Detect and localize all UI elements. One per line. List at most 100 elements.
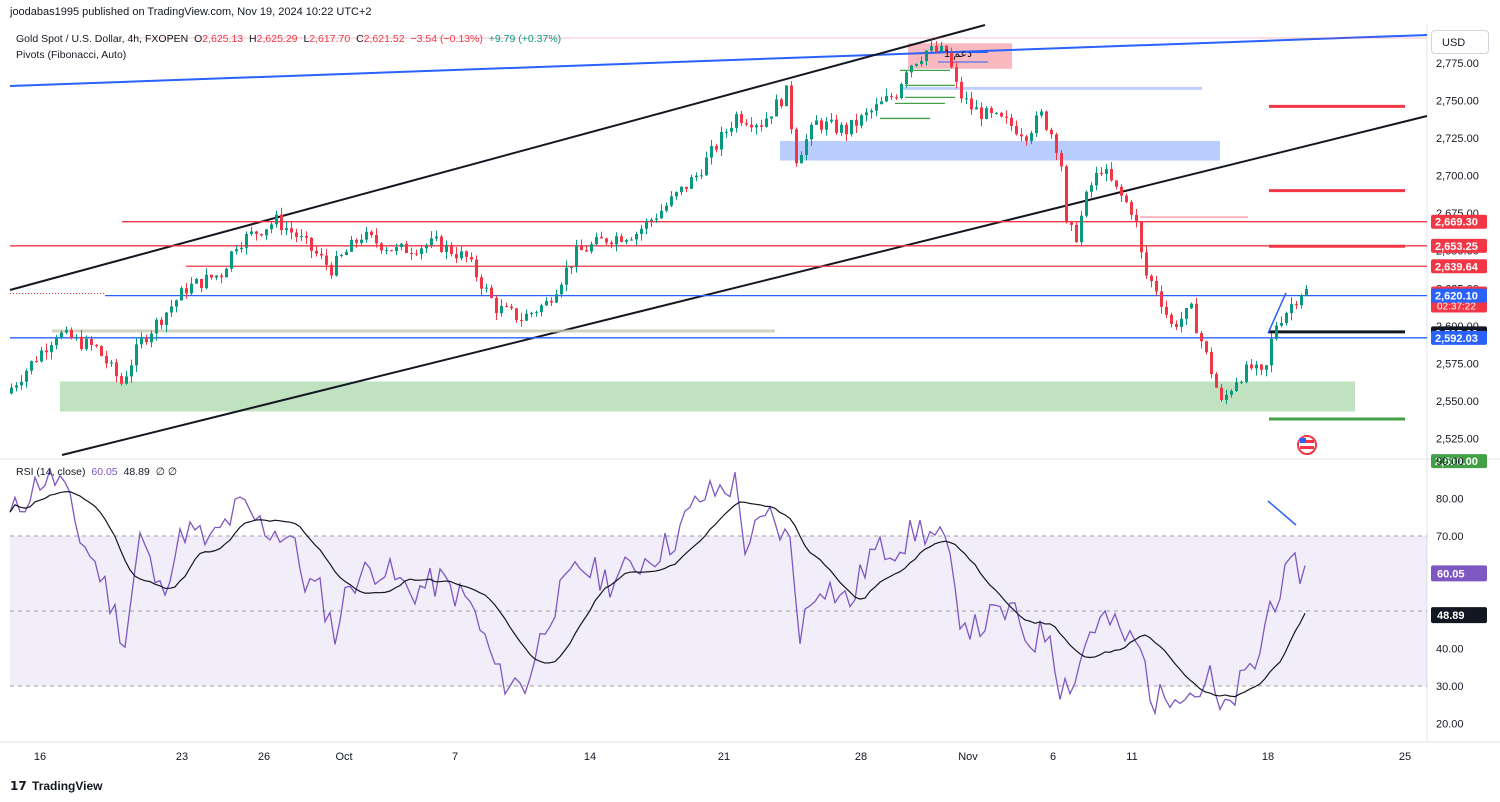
candle-body	[120, 376, 123, 384]
projection-line-rsi	[1267, 500, 1297, 526]
candle	[840, 122, 843, 136]
candle-body	[210, 274, 213, 278]
candle	[60, 330, 63, 340]
candle-body	[1160, 291, 1163, 307]
candle-body	[1095, 172, 1098, 186]
candle-body	[235, 249, 238, 252]
candle-body	[310, 237, 313, 251]
rsi-tick-label: 20.00	[1436, 719, 1464, 731]
candle-body	[695, 175, 698, 178]
candle-body	[815, 120, 818, 125]
candle-body	[1225, 394, 1228, 400]
candle	[145, 334, 148, 345]
candle	[590, 241, 593, 254]
candle-body	[40, 350, 43, 362]
candle-body	[325, 255, 328, 265]
candle	[665, 202, 668, 213]
candle	[495, 295, 498, 321]
projection-line-price	[1267, 292, 1287, 334]
candle-body	[50, 345, 53, 353]
indicator-legend[interactable]: Pivots (Fibonacci, Auto)	[16, 49, 127, 61]
candle	[105, 350, 108, 369]
candle-body	[795, 129, 798, 164]
candle	[125, 370, 128, 385]
candle-body	[990, 108, 993, 114]
rsi-legend[interactable]: RSI (14, close) 60.05 48.89 ∅ ∅	[16, 466, 177, 478]
candle-body	[290, 228, 293, 233]
candle-body	[365, 231, 368, 240]
candle	[705, 151, 708, 176]
candle-body	[560, 284, 563, 295]
candle	[235, 245, 238, 255]
candle	[1125, 193, 1128, 204]
price-label-text: 2,510.00	[1435, 456, 1478, 468]
rsi-value-pill: 60.05	[1431, 565, 1487, 582]
candle-body	[775, 99, 778, 117]
candle-body	[190, 283, 193, 294]
candle-body	[630, 239, 633, 241]
candle-body	[1035, 115, 1038, 134]
candle	[180, 286, 183, 301]
candle	[510, 303, 513, 311]
candle-body	[635, 233, 638, 240]
candle-body	[670, 196, 673, 206]
price-label-text: 2,639.64	[1435, 261, 1479, 273]
candle	[620, 233, 623, 243]
candle	[1040, 108, 1043, 118]
candle	[1130, 199, 1133, 220]
candle-body	[165, 312, 168, 325]
candle	[805, 133, 808, 161]
currency-button[interactable]: USD	[1431, 30, 1489, 54]
candle	[670, 191, 673, 208]
candle-body	[535, 312, 538, 314]
candle	[850, 119, 853, 137]
candle-body	[885, 96, 888, 102]
candle-body	[475, 259, 478, 278]
candle	[310, 237, 313, 259]
candle-body	[300, 236, 303, 238]
candle-body	[490, 287, 493, 298]
candle	[395, 243, 398, 256]
price-tick-label: 2,575.00	[1436, 358, 1479, 370]
candle-body	[375, 235, 378, 244]
candle	[720, 126, 723, 157]
candle-body	[540, 305, 543, 313]
candle	[150, 330, 153, 348]
candle	[35, 356, 38, 363]
ohlc-low: 2,617.70	[309, 33, 351, 45]
candle	[960, 76, 963, 103]
symbol-title[interactable]: Gold Spot / U.S. Dollar, 4h, FXOPEN	[16, 33, 189, 45]
candle	[675, 191, 678, 200]
candle-body	[385, 250, 388, 252]
tradingview-logo[interactable]: 𝟭𝟳 TradingView	[10, 779, 103, 793]
time-tick-label: 28	[855, 751, 867, 763]
candle	[290, 220, 293, 240]
candle	[1100, 167, 1103, 177]
candle	[360, 234, 363, 246]
candle	[760, 119, 763, 132]
candle-body	[175, 300, 178, 307]
candle	[1275, 321, 1278, 341]
candle-body	[220, 275, 223, 278]
candle	[1010, 113, 1013, 132]
candle	[965, 91, 968, 104]
candle-body	[610, 242, 613, 245]
candle-body	[265, 229, 268, 236]
candle	[255, 230, 258, 241]
candle	[1050, 127, 1053, 139]
candle-body	[585, 250, 588, 252]
candle	[245, 231, 248, 255]
candle-body	[1115, 180, 1118, 187]
candle	[1045, 110, 1048, 132]
candle-body	[410, 252, 413, 254]
candle-body	[1065, 166, 1068, 223]
candle-body	[810, 124, 813, 140]
candle-body	[500, 306, 503, 314]
candle	[15, 381, 18, 392]
candle	[1135, 208, 1138, 228]
candle-body	[455, 254, 458, 259]
candle	[910, 64, 913, 78]
supply-zone-blue	[780, 140, 1220, 161]
candle	[490, 284, 493, 299]
